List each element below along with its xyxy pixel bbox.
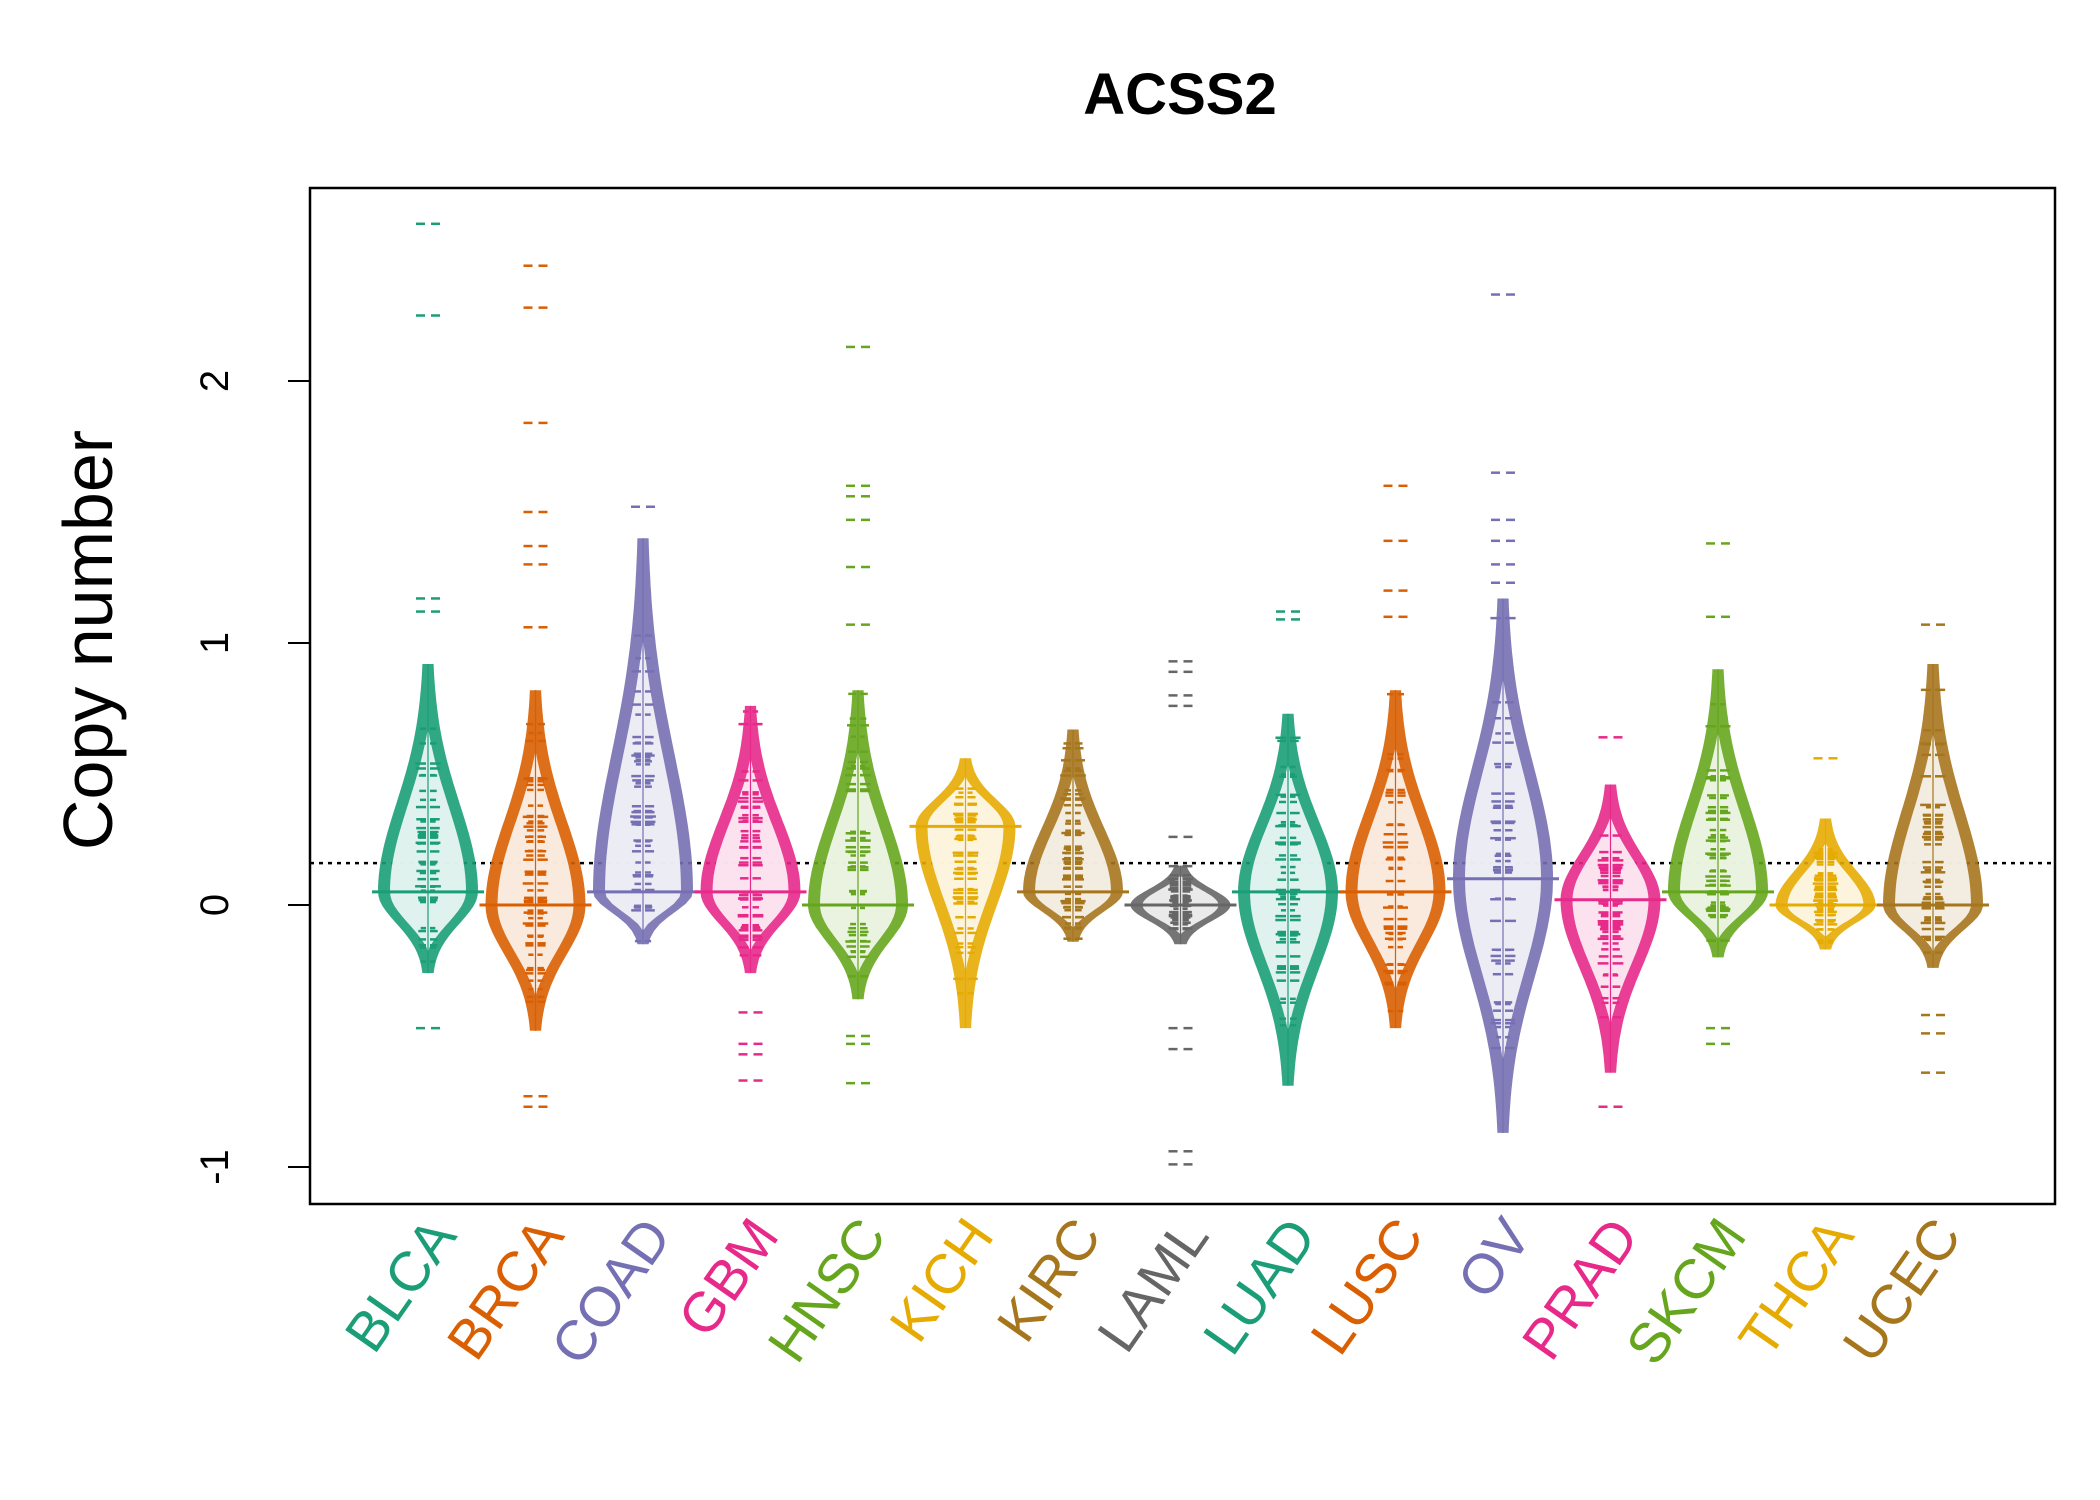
y-axis-label: Copy number	[49, 430, 127, 850]
bean-luad	[1232, 610, 1344, 1086]
y-tick-label: 2	[193, 370, 237, 392]
x-tick-label: LAML	[1085, 1207, 1221, 1363]
bean-brca	[479, 264, 592, 1108]
bean-thca	[1769, 757, 1882, 950]
bean-ov	[1447, 293, 1559, 1133]
y-axis: -1 0 1 2	[193, 370, 311, 1185]
bean-lusc	[1339, 484, 1452, 1029]
x-tick-label: HNSC	[755, 1207, 898, 1373]
y-tick-label: 1	[193, 632, 237, 654]
bean-hnsc	[802, 345, 914, 1085]
x-tick-label: KICH	[877, 1207, 1005, 1353]
bean-ucec	[1877, 623, 1989, 1074]
chart-title: ACSS2	[1083, 62, 1276, 127]
x-tick-label: OV	[1445, 1206, 1543, 1309]
y-tick-label: -1	[193, 1149, 237, 1185]
y-tick-label: 0	[193, 894, 237, 916]
bean-blca	[372, 222, 484, 1030]
bean-skcm	[1662, 542, 1774, 1046]
x-tick-label: LUAD	[1191, 1207, 1328, 1366]
bean-prad	[1554, 736, 1667, 1108]
bean-kirc	[1017, 729, 1129, 942]
bean-gbm	[694, 705, 807, 1082]
x-tick-label: LUSC	[1298, 1207, 1435, 1366]
bean-kich	[909, 758, 1022, 1029]
beans-group	[372, 222, 1989, 1166]
bean-coad	[587, 505, 699, 945]
x-tick-label: COAD	[538, 1207, 682, 1376]
x-tick-label: SKCM	[1613, 1207, 1757, 1376]
plot-frame	[308, 186, 2057, 1206]
bean-laml	[1124, 660, 1237, 1166]
x-tick-label: UCEC	[1830, 1207, 1973, 1373]
